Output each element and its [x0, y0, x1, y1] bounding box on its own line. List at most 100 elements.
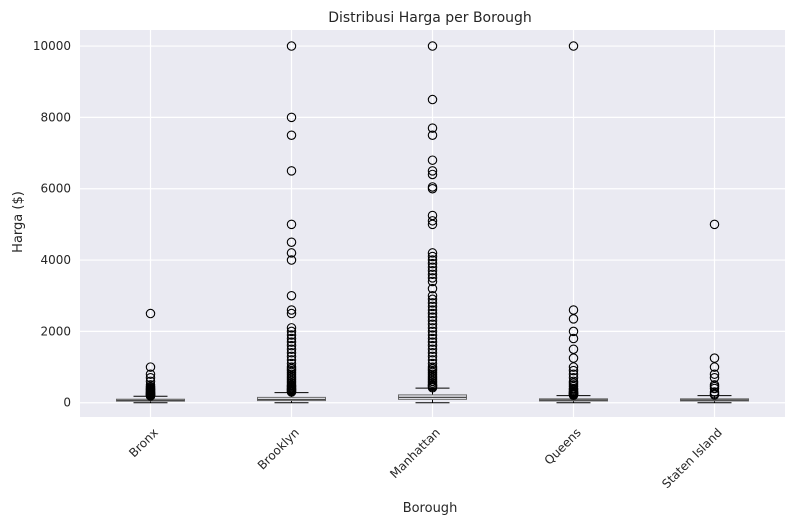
outlier-point: [709, 219, 720, 230]
outlier-point: [286, 130, 297, 140]
outlier-point: [427, 326, 438, 337]
outlier-point: [709, 387, 720, 397]
outlier-point: [286, 358, 297, 369]
outlier-point: [286, 330, 297, 340]
x-tick-label: Bronx: [126, 425, 161, 460]
outlier-point: [286, 348, 297, 358]
outlier-point: [568, 41, 579, 51]
outlier-point: [145, 308, 156, 319]
outlier-point: [286, 326, 297, 337]
box-manhattan: [398, 41, 467, 404]
outlier-point: [427, 276, 438, 287]
y-tick-label: 4000: [40, 253, 71, 267]
outlier-point: [427, 41, 438, 51]
outlier-point: [286, 166, 297, 176]
x-axis-label: Borough: [403, 501, 458, 516]
outlier-point: [286, 248, 297, 258]
x-tick-label: Brooklyn: [255, 425, 302, 472]
outlier-point: [427, 251, 438, 262]
outlier-point: [568, 376, 579, 387]
outlier-point: [427, 166, 438, 176]
outlier-point: [427, 294, 438, 305]
outlier-point: [568, 305, 579, 315]
outlier-point: [286, 337, 297, 347]
outlier-point: [427, 358, 438, 369]
outlier-point: [286, 219, 297, 230]
y-tick-label: 2000: [40, 324, 71, 338]
outlier-point: [286, 344, 297, 354]
outlier-point: [427, 333, 438, 344]
y-tick-labels: 0 2000 4000 6000 8000 10000: [33, 39, 71, 410]
outlier-point: [286, 351, 297, 362]
outlier-point: [286, 308, 297, 319]
outlier-point: [286, 237, 297, 247]
y-tick-label: 8000: [40, 110, 71, 124]
x-tick-label: Staten Island: [659, 425, 725, 491]
box-bronx: [116, 308, 185, 404]
outlier-point: [427, 330, 438, 340]
x-tick-label: Manhattan: [387, 425, 443, 481]
chart-title: Distribusi Harga per Borough: [328, 10, 532, 26]
outlier-point: [709, 353, 720, 363]
outlier-point: [568, 344, 579, 354]
outlier-point: [568, 369, 579, 379]
outlier-point: [709, 373, 720, 383]
outlier-point: [427, 216, 438, 226]
outlier-point: [427, 248, 438, 258]
outlier-point: [568, 365, 579, 376]
outlier-point: [427, 258, 438, 269]
y-tick-label: 0: [63, 396, 71, 410]
outlier-point: [286, 355, 297, 365]
outlier-point: [427, 266, 438, 276]
outlier-point: [709, 369, 720, 379]
outlier-point: [427, 94, 438, 105]
outlier-point: [568, 373, 579, 383]
outlier-point: [427, 348, 438, 358]
outlier-point: [427, 290, 438, 301]
outlier-point: [427, 182, 438, 192]
outlier-point: [427, 340, 438, 351]
outlier-point: [145, 373, 156, 383]
outlier-point: [145, 369, 156, 379]
outlier-point: [427, 362, 438, 372]
outlier-point: [286, 323, 297, 333]
outlier-point: [286, 362, 297, 372]
outlier-point: [427, 130, 438, 140]
x-tick-label: Queens: [542, 425, 584, 467]
outlier-point: [286, 305, 297, 315]
box-brooklyn: [257, 41, 326, 404]
outlier-point: [427, 344, 438, 354]
outlier-point: [427, 319, 438, 330]
outlier-point: [427, 355, 438, 365]
outlier-point: [427, 315, 438, 326]
y-tick-label: 6000: [40, 182, 71, 196]
outlier-point: [286, 333, 297, 344]
box-staten-island: [680, 219, 749, 404]
outlier-point: [427, 298, 438, 308]
box-queens: [539, 41, 608, 404]
y-axis-label: Harga ($): [11, 191, 26, 253]
outlier-point: [145, 362, 156, 372]
outlier-point: [427, 255, 438, 265]
outlier-point: [427, 273, 438, 283]
outlier-point: [427, 269, 438, 280]
outlier-point: [427, 262, 438, 272]
box-series: [116, 41, 749, 404]
outlier-point: [286, 255, 297, 265]
x-tick-labels: Bronx Brooklyn Manhattan Queens Staten Islan…: [126, 425, 725, 491]
outlier-point: [427, 155, 438, 165]
outlier-point: [145, 376, 156, 387]
outlier-point: [427, 123, 438, 133]
outlier-point: [427, 169, 438, 180]
outlier-point: [568, 326, 579, 337]
outlier-point: [568, 333, 579, 344]
outlier-point: [427, 305, 438, 315]
outlier-point: [427, 283, 438, 294]
outlier-point: [427, 312, 438, 322]
outlier-point: [286, 41, 297, 51]
outlier-point: [145, 380, 156, 390]
y-tick-label: 10000: [33, 39, 71, 53]
outlier-point: [427, 210, 438, 221]
outlier-point: [427, 308, 438, 319]
